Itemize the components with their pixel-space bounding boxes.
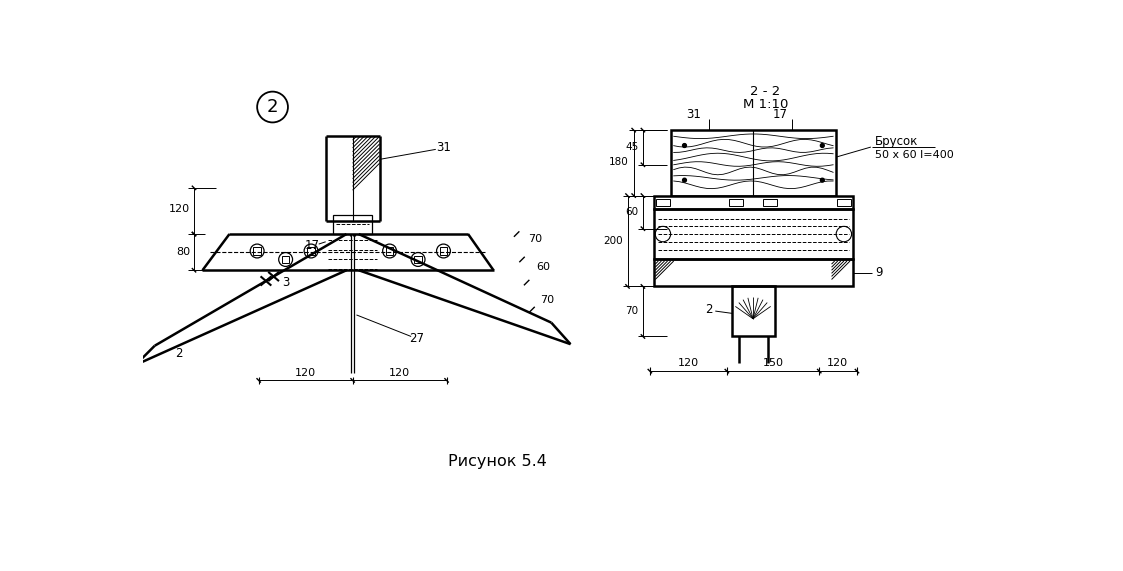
Text: 200: 200 [603, 236, 623, 246]
Bar [414, 256, 422, 263]
Text: 9: 9 [875, 266, 883, 279]
Circle shape [683, 178, 686, 182]
Text: М 1:10: М 1:10 [742, 98, 788, 111]
Bar [654, 259, 853, 287]
Text: 31: 31 [686, 108, 701, 121]
Text: 17: 17 [305, 239, 320, 252]
Bar [308, 247, 314, 255]
Bar [763, 199, 777, 206]
Text: Брусок: Брусок [875, 135, 919, 148]
Text: 120: 120 [170, 204, 190, 215]
Text: 70: 70 [540, 295, 554, 304]
Text: 80: 80 [176, 247, 190, 257]
Bar [654, 210, 853, 259]
Text: 120: 120 [389, 368, 410, 377]
Bar [282, 256, 290, 263]
Text: 2 - 2: 2 - 2 [750, 85, 780, 98]
Text: 150: 150 [763, 359, 784, 368]
Text: 17: 17 [773, 108, 787, 121]
Text: Рисунок 5.4: Рисунок 5.4 [448, 454, 547, 469]
Bar [334, 215, 372, 234]
Text: 70: 70 [528, 235, 542, 244]
Circle shape [821, 143, 824, 147]
Text: 180: 180 [610, 158, 629, 167]
Bar [439, 247, 447, 255]
Bar [837, 199, 851, 206]
Text: 2: 2 [705, 303, 713, 316]
Text: 120: 120 [295, 368, 317, 377]
Text: 60: 60 [626, 207, 638, 217]
Bar [654, 196, 853, 210]
Text: 45: 45 [626, 142, 639, 152]
Bar [254, 247, 261, 255]
Bar [729, 199, 743, 206]
Bar [732, 287, 775, 336]
Text: 27: 27 [409, 332, 424, 344]
Text: 70: 70 [626, 306, 638, 316]
Text: 60: 60 [536, 262, 550, 272]
Text: 2: 2 [267, 98, 279, 116]
Text: 120: 120 [828, 359, 848, 368]
Bar [656, 199, 669, 206]
Circle shape [821, 178, 824, 182]
Bar [670, 130, 837, 196]
Text: 2: 2 [175, 347, 183, 360]
Text: 50 x 60 l=400: 50 x 60 l=400 [875, 150, 953, 160]
Text: 120: 120 [678, 359, 699, 368]
Bar [385, 247, 393, 255]
Text: 3: 3 [282, 276, 290, 289]
Text: 31: 31 [436, 140, 451, 154]
Circle shape [683, 143, 686, 147]
